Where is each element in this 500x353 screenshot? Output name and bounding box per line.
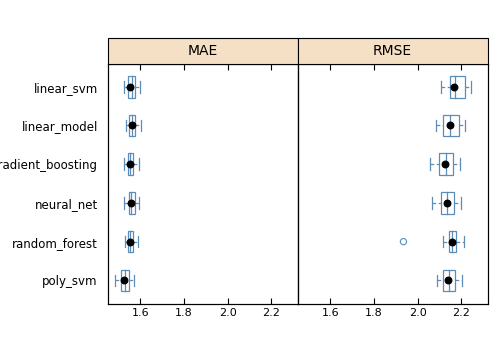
Text: RMSE: RMSE [373,44,412,58]
Point [441,161,449,167]
Bar [444,115,458,136]
Point [126,161,134,167]
Point [400,239,407,245]
Point [450,84,458,90]
Text: MAE: MAE [188,44,218,58]
Bar [128,231,133,252]
Point [128,122,136,128]
Point [446,122,454,128]
Bar [450,231,456,252]
Bar [450,76,464,98]
Bar [122,269,129,291]
Bar [128,192,135,214]
Bar [440,192,454,214]
Point [444,277,452,283]
Point [442,200,450,206]
Point [126,239,134,245]
Point [127,200,135,206]
Bar [128,76,135,98]
Bar [444,269,455,291]
Point [448,239,456,245]
Point [120,277,128,283]
Bar [128,153,134,175]
Point [126,84,134,90]
Bar [439,153,453,175]
Bar [130,115,136,136]
